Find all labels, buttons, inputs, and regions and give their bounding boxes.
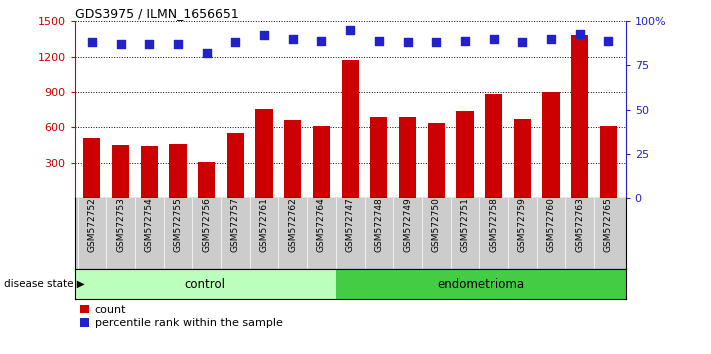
Point [115, 41, 127, 47]
Point [287, 36, 299, 42]
Bar [284, 120, 301, 198]
Point [402, 40, 413, 45]
Point [545, 36, 557, 42]
Point [172, 41, 183, 47]
Point [144, 41, 155, 47]
Bar [336, 269, 626, 299]
Bar [427, 123, 445, 198]
Bar [370, 117, 387, 198]
Bar [456, 111, 474, 198]
Point [230, 40, 241, 45]
Point [574, 31, 585, 36]
Bar [75, 269, 336, 299]
Text: endometrioma: endometrioma [437, 278, 524, 291]
Bar [83, 138, 100, 198]
Bar [399, 118, 416, 198]
Text: control: control [185, 278, 225, 291]
Point [431, 40, 442, 45]
Text: GDS3975 / ILMN_1656651: GDS3975 / ILMN_1656651 [75, 7, 238, 20]
Bar [255, 109, 273, 198]
Bar [485, 95, 502, 198]
Point [258, 33, 269, 38]
Bar [141, 146, 158, 198]
Point [344, 27, 356, 33]
Text: disease state ▶: disease state ▶ [4, 279, 85, 289]
Bar [198, 162, 215, 198]
Point [316, 38, 327, 44]
Point [488, 36, 499, 42]
Bar [112, 145, 129, 198]
Bar [341, 60, 359, 198]
Bar [514, 119, 531, 198]
Point [517, 40, 528, 45]
Bar [600, 126, 617, 198]
Bar [571, 35, 589, 198]
Point [86, 40, 97, 45]
Bar [313, 126, 330, 198]
Point [603, 38, 614, 44]
Point [459, 38, 471, 44]
Bar [542, 92, 560, 198]
Legend: count, percentile rank within the sample: count, percentile rank within the sample [80, 305, 282, 328]
Bar [169, 144, 186, 198]
Bar [227, 133, 244, 198]
Point [373, 38, 385, 44]
Point [201, 50, 213, 56]
